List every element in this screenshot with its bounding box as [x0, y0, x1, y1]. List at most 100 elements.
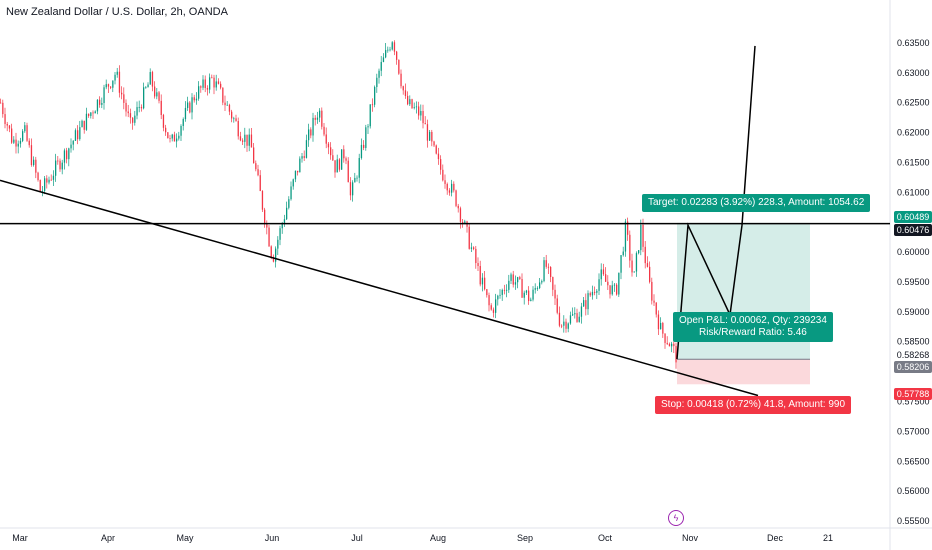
candle-body: [473, 247, 475, 249]
candle-body: [635, 253, 638, 272]
candle-body: [270, 246, 272, 257]
candle-body: [389, 49, 391, 51]
candle-body: [13, 139, 15, 143]
candle-body: [442, 169, 444, 181]
candle-body: [143, 87, 145, 109]
candle-body: [578, 316, 580, 322]
candle-body: [321, 110, 323, 127]
candle-body: [156, 92, 158, 97]
candle-body: [187, 102, 189, 108]
candle-body: [292, 179, 294, 187]
horizontal-line-price-label: 0.60476: [894, 223, 932, 236]
candle-body: [358, 157, 360, 178]
candle-body: [184, 107, 187, 120]
candle-body: [517, 277, 519, 283]
candle-body: [495, 299, 497, 313]
candle-body: [204, 79, 206, 89]
candle-body: [173, 134, 176, 142]
x-tick-label: Mar: [12, 533, 28, 543]
candle-body: [30, 145, 33, 165]
candle-body: [464, 221, 466, 224]
candle-body: [19, 140, 22, 144]
candle-body: [200, 86, 202, 88]
candle-body: [248, 134, 250, 146]
y-tick-label: 0.56000: [897, 486, 930, 496]
candle-body: [435, 145, 437, 154]
candle-body: [563, 321, 565, 326]
candle-body: [140, 106, 143, 109]
candle-body: [323, 126, 325, 135]
candle-body: [437, 153, 440, 160]
candle-body: [407, 95, 409, 105]
candle-body: [569, 315, 572, 324]
candle-body: [356, 177, 358, 179]
candle-body: [286, 207, 288, 220]
candle-body: [149, 72, 151, 85]
candle-body: [303, 156, 305, 158]
candle-body: [330, 147, 332, 156]
candle-body: [492, 309, 495, 313]
candle-body: [61, 162, 63, 170]
candle-body: [402, 86, 404, 91]
candle-body: [673, 343, 675, 347]
candle-body: [299, 158, 301, 173]
candle-body: [543, 260, 545, 282]
y-tick-label: 0.60000: [897, 247, 930, 257]
candle-body: [638, 250, 640, 254]
candle-body: [246, 134, 248, 146]
candle-body: [167, 132, 169, 139]
candle-body: [275, 248, 277, 262]
candle-body: [550, 267, 552, 278]
candle-body: [646, 263, 649, 267]
candle-body: [66, 150, 68, 160]
candle-body: [136, 107, 138, 116]
lightning-icon[interactable]: ϟ: [668, 510, 684, 526]
candle-body: [459, 208, 462, 222]
candle-body: [6, 123, 8, 126]
target-label: Target: 0.02283 (3.92%) 228.3, Amount: 1…: [642, 193, 871, 212]
candle-body: [598, 279, 600, 291]
candle-body: [574, 313, 576, 315]
candle-body: [589, 293, 591, 296]
candle-body: [400, 73, 402, 87]
candle-body: [158, 92, 160, 101]
candle-body: [147, 84, 149, 88]
candle-body: [514, 282, 517, 285]
candle-body: [233, 118, 235, 120]
candle-body: [506, 289, 508, 291]
candle-body: [39, 180, 41, 192]
candle-body: [451, 183, 453, 193]
candle-body: [90, 112, 92, 116]
candle-body: [198, 86, 200, 99]
candle-body: [477, 263, 479, 267]
candle-body: [565, 321, 567, 329]
candle-body: [288, 199, 290, 208]
candle-body: [211, 77, 213, 79]
candle-body: [171, 134, 173, 139]
candle-body: [72, 140, 74, 145]
candle-body: [497, 295, 499, 300]
candle-body: [217, 81, 220, 84]
candle-body: [541, 281, 543, 283]
candle-body: [15, 139, 17, 147]
trendline: [0, 179, 759, 397]
candle-body: [145, 87, 147, 89]
candle-body: [587, 293, 589, 310]
candle-body: [468, 226, 470, 249]
candle-body: [404, 90, 407, 96]
candle-body: [237, 121, 239, 137]
candle-body: [22, 131, 24, 141]
stop-price-label: 0.57788: [894, 388, 932, 401]
y-tick-label: 0.62000: [897, 128, 930, 138]
candle-body: [523, 292, 525, 298]
candle-body: [121, 92, 123, 95]
candle-body: [345, 158, 347, 161]
candle-body: [602, 269, 605, 275]
x-tick-label: Sep: [517, 533, 533, 543]
candle-body: [305, 140, 308, 158]
candle-body: [107, 84, 110, 87]
candle-body: [26, 125, 28, 141]
candle-body: [83, 120, 85, 130]
candle-body: [231, 111, 233, 119]
